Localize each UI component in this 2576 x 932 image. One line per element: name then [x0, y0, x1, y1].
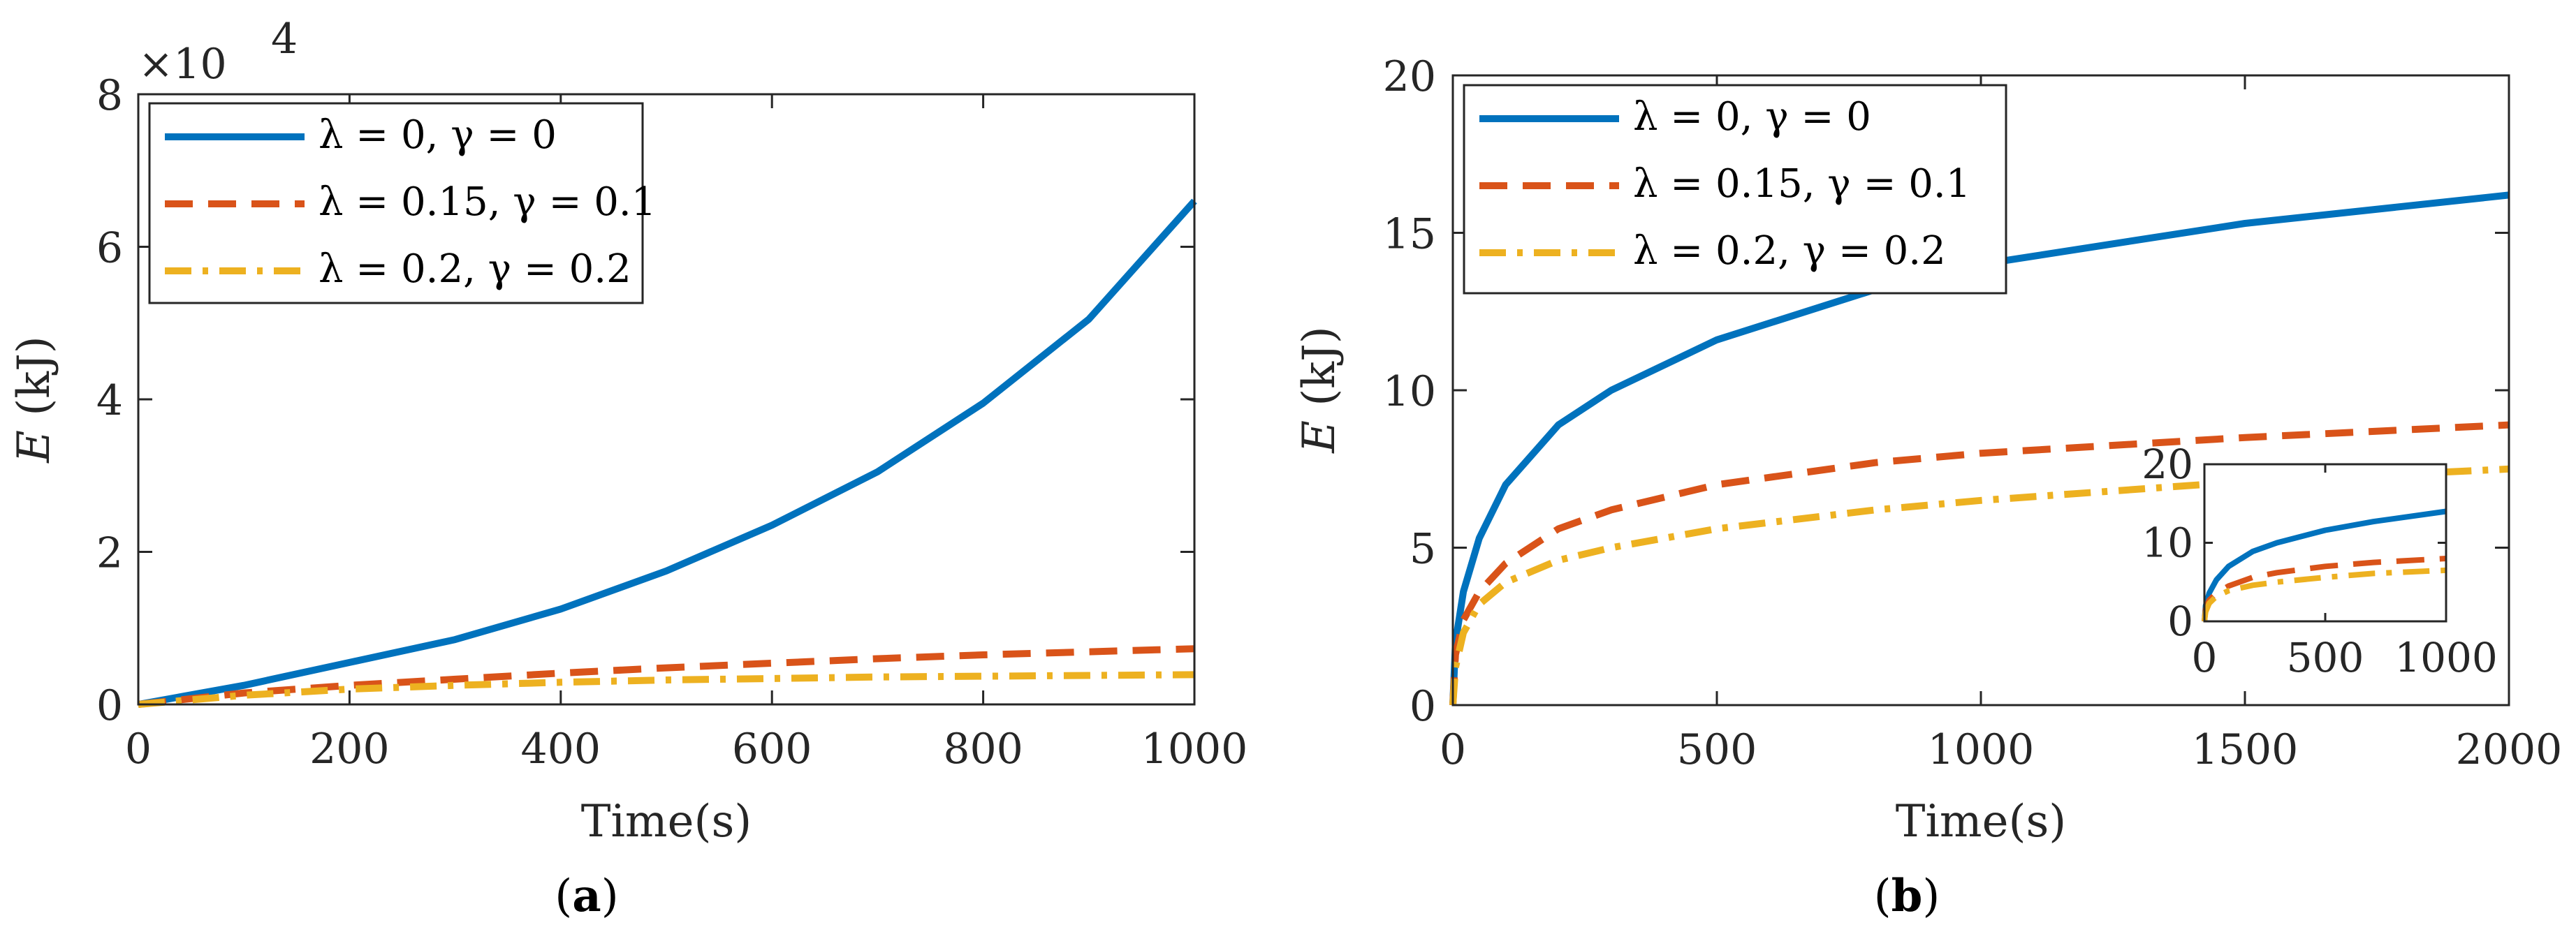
chart-a-xtick-label: 400 — [521, 725, 601, 774]
chart-b-ytick-label: 20 — [1383, 52, 1436, 101]
chart-b-xtick-label: 2000 — [2456, 725, 2563, 774]
chart-b-inset-xtick-label: 0 — [2192, 634, 2218, 681]
chart-b-inset-plot-area — [2204, 464, 2446, 621]
caption-b-letter: b — [1891, 870, 1923, 922]
chart-a-xtick-label: 600 — [732, 725, 812, 774]
chart-b-xtick-label: 500 — [1677, 725, 1757, 774]
caption-b: (b) — [1874, 870, 1940, 922]
chart-b-ytick-label: 10 — [1383, 367, 1436, 416]
chart-b-series-2-line — [1449, 465, 2510, 706]
chart-a-series-0-line — [138, 198, 1197, 708]
chart-a-y-multiplier-exp: 4 — [271, 15, 298, 64]
chart-b-series-1-line — [1449, 421, 2510, 706]
chart-b-ytick-label: 5 — [1410, 525, 1436, 574]
chart-a-xtick-label: 0 — [125, 725, 152, 774]
chart-b-ytick-label: 15 — [1383, 210, 1436, 259]
chart-a-ytick-label: 2 — [96, 529, 123, 578]
chart-b-inset-ytick-label: 10 — [2142, 519, 2193, 567]
chart-b-xtick-label: 1500 — [2192, 725, 2299, 774]
chart-b-legend-label-2: λ = 0.2, γ = 0.2 — [1633, 228, 1946, 274]
chart-b-ylabel: E (kJ) — [1294, 326, 1345, 453]
chart-b-series-0-line — [1449, 191, 2510, 706]
chart-b-legend-label-1: λ = 0.15, γ = 0.1 — [1633, 161, 1970, 207]
chart-a-y-multiplier: ×10 — [138, 40, 227, 89]
chart-a-xlabel: Time(s) — [581, 796, 752, 848]
chart-a-series-2-line — [138, 671, 1195, 708]
chart-a-ylabel: E (kJ) — [8, 336, 60, 463]
chart-a-xtick-label: 800 — [943, 725, 1023, 774]
chart-b-inset-ytick-label: 20 — [2142, 441, 2193, 488]
chart-a-ytick-label: 0 — [96, 681, 123, 730]
caption-a-letter: a — [572, 870, 601, 922]
chart-a-xtick-label: 1000 — [1141, 725, 1248, 774]
chart-a-legend-label-0: λ = 0, γ = 0 — [319, 112, 557, 158]
chart-a-ytick-label: 8 — [96, 71, 123, 120]
chart-b-axes-box — [1451, 74, 2510, 707]
chart-b-inset-series-2-line — [2202, 567, 2447, 622]
caption-a: (a) — [555, 870, 618, 922]
chart-b-inset-xtick-label: 1000 — [2394, 634, 2498, 681]
chart-a: 0 200 400 600 800 1000 0 2 4 6 8 λ = 0, γ = 0 λ = 0.… — [8, 15, 1247, 848]
chart-b-ytick-label: 0 — [1410, 682, 1436, 731]
chart-b-xlabel: Time(s) — [1896, 796, 2067, 848]
chart-a-legend-label-1: λ = 0.15, γ = 0.1 — [319, 179, 656, 225]
chart-b-legend-label-0: λ = 0, γ = 0 — [1633, 94, 1871, 140]
chart-b-inset-xtick-label: 500 — [2287, 634, 2364, 681]
chart-b-inset-ytick-label: 0 — [2167, 598, 2193, 645]
chart-a-ytick-label: 6 — [96, 224, 123, 273]
chart-a-ytick-label: 4 — [96, 376, 123, 425]
chart-a-axes-box — [137, 93, 1196, 706]
chart-b-inset-axes-box — [2203, 463, 2447, 623]
chart-b-xtick-label: 0 — [1440, 725, 1466, 774]
chart-b-xtick-label: 1000 — [1928, 725, 2035, 774]
chart-a-xtick-label: 200 — [309, 725, 390, 774]
chart-a-legend-label-2: λ = 0.2, γ = 0.2 — [319, 246, 631, 292]
